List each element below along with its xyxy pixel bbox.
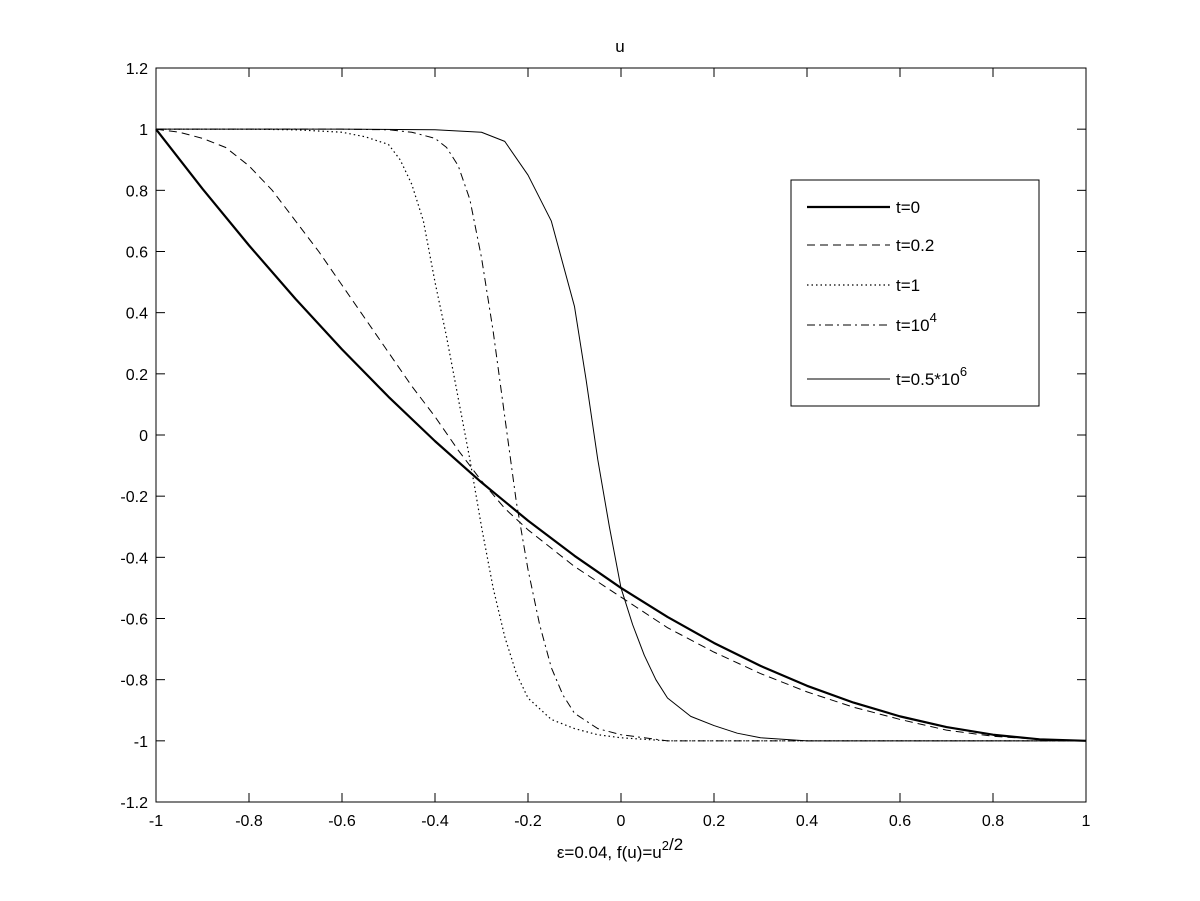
y-tick-label: -0.2	[120, 489, 148, 506]
legend-label-5: t=0.5*106	[896, 364, 967, 389]
y-tick-label: 1.2	[126, 61, 148, 78]
y-tick-label: -0.8	[120, 673, 148, 690]
x-axis-label: ε=0.04, f(u)=u2/2	[557, 835, 683, 862]
x-tick-label: 0.6	[889, 813, 911, 830]
axes: -1 -0.8 -0.6 -0.4 -0.2 0 0.2 0.4 0.6 0.8 1-1.2-1-0…	[120, 61, 1090, 830]
legend-box	[790, 179, 1040, 407]
x-tick-label: -0.8	[235, 813, 263, 830]
legend-label-2: t=0.2	[896, 236, 934, 255]
y-tick-label: 0.8	[126, 183, 148, 200]
axes-box	[155, 67, 1087, 803]
y-tick-label: -0.4	[120, 550, 148, 567]
y-tick-label: 0.2	[126, 367, 148, 384]
x-tick-label: 0	[617, 813, 626, 830]
legend-label-1: t=0	[896, 198, 920, 217]
y-tick-label: -0.6	[120, 612, 148, 629]
series-line-2	[155, 128, 1087, 742]
legend-label-3: t=1	[896, 276, 920, 295]
x-tick-label: -0.2	[514, 813, 542, 830]
legend: t=0 t=0.2 t=1 t=104 t=0.5*106	[790, 179, 1040, 407]
y-tick-label: 1	[139, 122, 148, 139]
x-tick-label: -1	[149, 813, 163, 830]
x-tick-label: 0.4	[796, 813, 818, 830]
x-tick-label: 0.2	[703, 813, 725, 830]
y-tick-label: 0.6	[126, 245, 148, 262]
series-line-3	[156, 128, 1086, 742]
y-tick-label: 0.4	[126, 306, 148, 323]
x-tick-label: -0.4	[421, 813, 449, 830]
y-tick-label: -1	[134, 734, 148, 751]
x-tick-label: -0.6	[328, 813, 356, 830]
x-tick-label: 0.8	[982, 813, 1004, 830]
x-tick-label: 1	[1082, 813, 1091, 830]
chart-title: u	[615, 37, 624, 56]
legend-label-4: t=104	[896, 310, 937, 335]
y-tick-label: 0	[139, 428, 148, 445]
y-tick-label: -1.2	[120, 795, 148, 812]
plot-area	[155, 128, 1087, 742]
series-line-5	[156, 128, 1086, 742]
